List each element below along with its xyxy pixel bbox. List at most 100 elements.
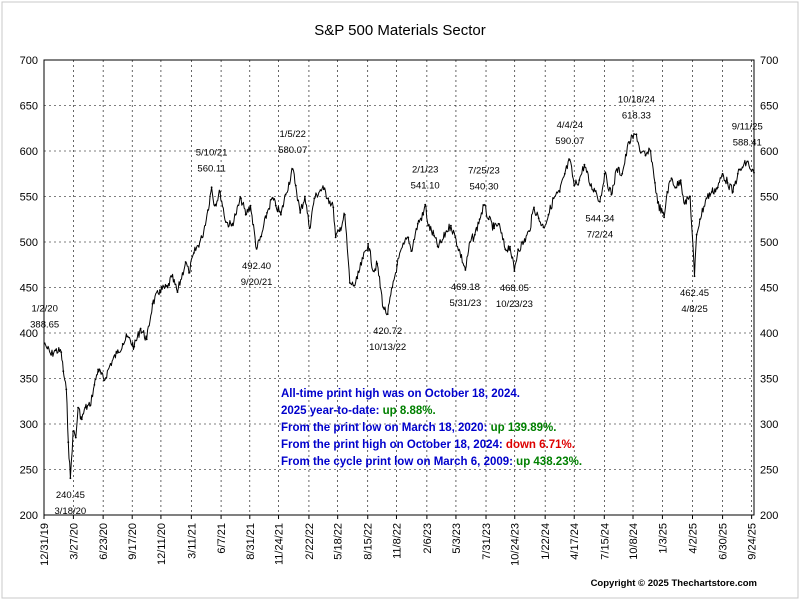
data-point xyxy=(695,233,698,236)
data-point xyxy=(410,250,413,253)
data-point xyxy=(578,179,581,182)
data-point xyxy=(244,213,247,216)
x-tick-label: 9/24/25 xyxy=(747,523,759,560)
data-point xyxy=(224,221,227,223)
info-segment: up 438.23%. xyxy=(516,456,582,468)
y-tick-label-left: 700 xyxy=(20,55,38,67)
data-point xyxy=(145,338,148,341)
data-point xyxy=(583,163,586,166)
info-segment: down 6.71%. xyxy=(506,439,575,451)
data-point xyxy=(422,213,425,216)
x-tick-label: 3/11/21 xyxy=(186,523,198,559)
data-point xyxy=(46,347,49,350)
data-point xyxy=(67,441,70,444)
annotation-value: 462.45 xyxy=(680,288,709,299)
data-point xyxy=(84,406,87,409)
data-point xyxy=(74,436,77,439)
data-point xyxy=(639,151,642,154)
data-point xyxy=(80,418,83,421)
y-tick-label-right: 500 xyxy=(760,237,778,249)
data-point xyxy=(454,236,457,239)
annotation-value: 420.72 xyxy=(373,326,402,337)
data-point xyxy=(170,275,173,278)
data-point xyxy=(552,197,555,200)
annotation-value: 580.07 xyxy=(278,145,307,156)
data-point xyxy=(726,182,729,184)
data-point xyxy=(493,227,495,230)
data-point xyxy=(116,352,118,354)
x-tick-label: 8/31/21 xyxy=(245,523,257,560)
data-point xyxy=(294,184,297,187)
annotation-date: 10/18/24 xyxy=(618,94,655,105)
x-tick-label: 6/23/20 xyxy=(98,523,110,560)
data-point xyxy=(705,197,708,200)
data-point xyxy=(322,188,325,191)
data-point xyxy=(338,230,341,233)
data-point xyxy=(126,335,128,338)
data-point xyxy=(280,213,282,216)
data-point xyxy=(332,206,335,209)
data-point xyxy=(121,343,124,345)
x-tick-label: 10/8/24 xyxy=(628,523,640,560)
info-segment: 2025 year-to-date: xyxy=(281,405,383,417)
x-tick-label: 1/22/24 xyxy=(540,523,552,560)
data-point xyxy=(445,230,448,233)
data-point xyxy=(139,327,142,330)
data-point xyxy=(427,224,430,227)
data-point xyxy=(43,342,46,345)
y-tick-label-right: 300 xyxy=(760,419,778,431)
annotation-value: 468.05 xyxy=(500,283,529,294)
data-point xyxy=(62,370,65,373)
x-tick-label: 4/2/25 xyxy=(687,523,699,554)
data-point xyxy=(509,245,511,248)
data-point xyxy=(416,222,419,225)
data-point xyxy=(424,203,427,206)
plot-area-border xyxy=(43,59,755,516)
data-point xyxy=(97,368,99,371)
annotation-value: 541.10 xyxy=(411,181,440,192)
data-point xyxy=(353,284,356,287)
info-line: All-time print high was on October 18, 2… xyxy=(281,388,520,400)
y-tick-label-left: 500 xyxy=(20,237,38,249)
x-tick-label: 4/17/24 xyxy=(569,523,581,560)
data-point xyxy=(504,248,507,251)
y-tick-label-right: 550 xyxy=(760,192,778,204)
annotation-date: 1/2/20 xyxy=(31,303,57,314)
price-series xyxy=(43,132,755,480)
data-point xyxy=(547,213,550,216)
data-point xyxy=(513,270,516,272)
data-point xyxy=(176,291,179,293)
data-point xyxy=(230,224,233,227)
annotation-date: 3/18/20 xyxy=(55,506,87,517)
info-line: 2025 year-to-date: up 8.88%. xyxy=(281,405,436,417)
data-point xyxy=(741,166,744,169)
data-point xyxy=(615,168,618,171)
x-tick-label: 3/27/20 xyxy=(68,523,80,560)
data-point xyxy=(362,257,364,260)
data-point xyxy=(478,218,481,221)
x-tick-label: 2/6/23 xyxy=(422,523,434,554)
y-tick-label-right: 250 xyxy=(760,465,778,477)
data-point xyxy=(89,404,91,407)
data-point xyxy=(234,213,237,216)
data-point xyxy=(166,286,169,289)
annotation-value: 540.30 xyxy=(469,181,498,192)
annotation-date: 9/11/25 xyxy=(732,122,763,133)
data-point xyxy=(528,230,531,233)
info-segment: All-time print high was on October 18, 2… xyxy=(281,388,520,400)
info-line: From the cycle print low on March 6, 200… xyxy=(281,456,582,468)
data-point xyxy=(255,248,258,250)
info-box: All-time print high was on October 18, 2… xyxy=(281,388,582,468)
data-point xyxy=(563,172,566,175)
y-tick-label-left: 350 xyxy=(20,374,38,386)
info-line: From the print high on October 18, 2024:… xyxy=(281,439,575,451)
data-point xyxy=(440,241,443,243)
data-point xyxy=(523,241,525,243)
annotation-value: 560.11 xyxy=(197,163,225,174)
data-point xyxy=(497,222,500,225)
annotation-date: 9/20/21 xyxy=(241,277,273,288)
annotations: 1/2/20 388.65 240.45 3/18/20 5/10/21 560.11 49… xyxy=(30,94,763,517)
y-tick-label-right: 450 xyxy=(760,283,778,295)
